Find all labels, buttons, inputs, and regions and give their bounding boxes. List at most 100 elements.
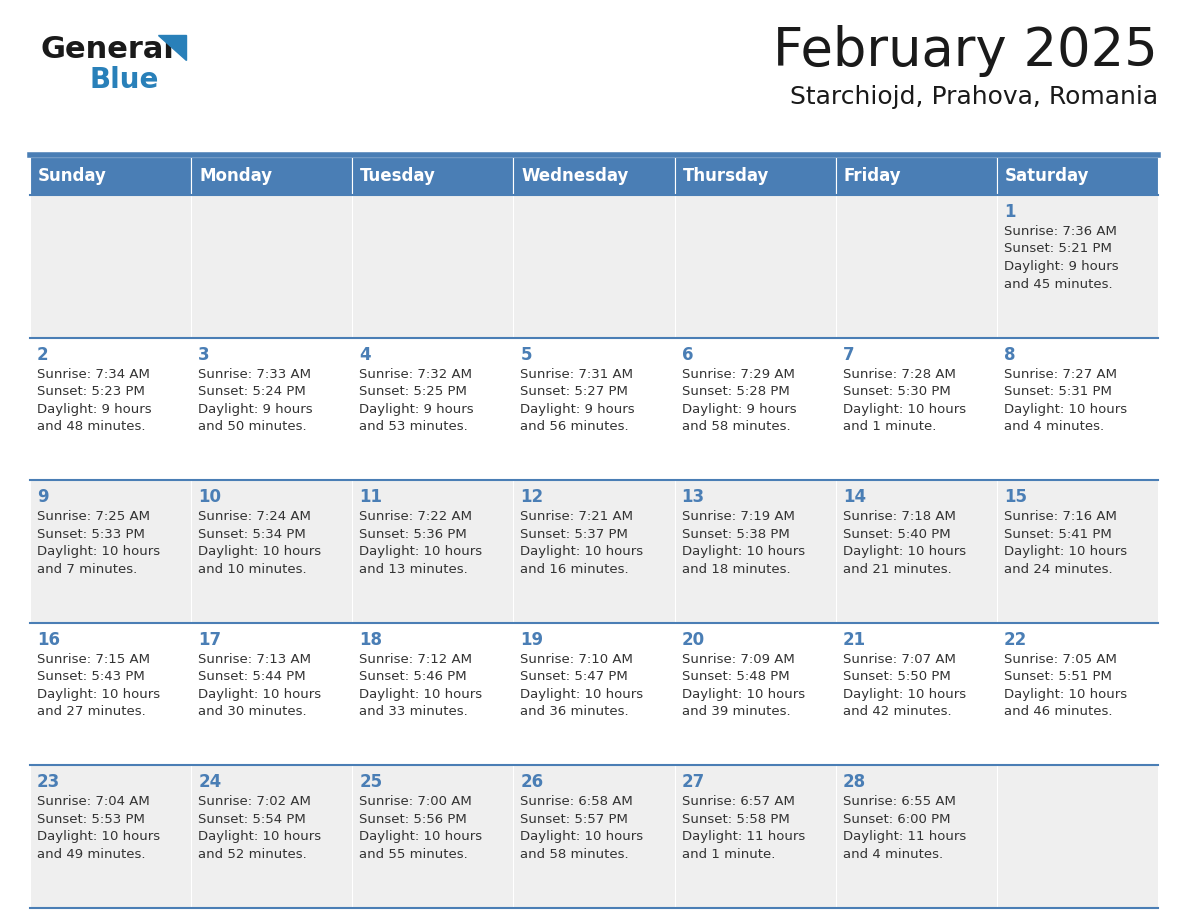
Text: Sunday: Sunday: [38, 167, 107, 185]
Text: and 10 minutes.: and 10 minutes.: [198, 563, 307, 576]
Text: 17: 17: [198, 631, 221, 649]
Text: 19: 19: [520, 631, 544, 649]
Text: Sunrise: 7:27 AM: Sunrise: 7:27 AM: [1004, 367, 1117, 381]
Text: Sunrise: 7:25 AM: Sunrise: 7:25 AM: [37, 510, 150, 523]
Text: 3: 3: [198, 345, 210, 364]
Text: and 46 minutes.: and 46 minutes.: [1004, 705, 1112, 718]
Text: 20: 20: [682, 631, 704, 649]
Text: 26: 26: [520, 773, 544, 791]
Bar: [997, 338, 1158, 480]
Text: and 24 minutes.: and 24 minutes.: [1004, 563, 1112, 576]
Text: 18: 18: [359, 631, 383, 649]
Text: Sunset: 5:21 PM: Sunset: 5:21 PM: [1004, 242, 1112, 255]
Text: 23: 23: [37, 773, 61, 791]
Text: Daylight: 10 hours: Daylight: 10 hours: [198, 688, 321, 700]
Text: 2: 2: [37, 345, 49, 364]
Text: Sunset: 5:53 PM: Sunset: 5:53 PM: [37, 813, 145, 826]
Text: 12: 12: [520, 488, 544, 506]
Text: Sunrise: 7:29 AM: Sunrise: 7:29 AM: [682, 367, 795, 381]
Text: Sunset: 5:27 PM: Sunset: 5:27 PM: [520, 385, 628, 398]
Bar: [675, 195, 835, 338]
Text: 10: 10: [198, 488, 221, 506]
Text: Sunset: 5:54 PM: Sunset: 5:54 PM: [198, 813, 305, 826]
Text: Sunset: 5:25 PM: Sunset: 5:25 PM: [359, 385, 467, 398]
Text: Monday: Monday: [200, 167, 272, 185]
Text: 13: 13: [682, 488, 704, 506]
Text: 24: 24: [198, 773, 221, 791]
Bar: [30, 622, 191, 766]
Text: Daylight: 10 hours: Daylight: 10 hours: [37, 688, 160, 700]
Text: 28: 28: [842, 773, 866, 791]
Bar: [513, 622, 675, 766]
Bar: [191, 622, 353, 766]
Text: 25: 25: [359, 773, 383, 791]
Bar: [353, 766, 513, 908]
Text: Sunset: 5:36 PM: Sunset: 5:36 PM: [359, 528, 467, 541]
Text: 4: 4: [359, 345, 371, 364]
Bar: [513, 766, 675, 908]
Text: and 56 minutes.: and 56 minutes.: [520, 420, 630, 433]
Text: Daylight: 10 hours: Daylight: 10 hours: [682, 688, 804, 700]
Text: Daylight: 10 hours: Daylight: 10 hours: [1004, 688, 1127, 700]
Bar: [30, 195, 191, 338]
Text: Sunset: 5:44 PM: Sunset: 5:44 PM: [198, 670, 305, 683]
Bar: [191, 766, 353, 908]
Bar: [675, 157, 835, 195]
Text: and 27 minutes.: and 27 minutes.: [37, 705, 146, 718]
Text: Daylight: 10 hours: Daylight: 10 hours: [842, 403, 966, 416]
Text: Sunrise: 7:33 AM: Sunrise: 7:33 AM: [198, 367, 311, 381]
Text: Daylight: 10 hours: Daylight: 10 hours: [1004, 545, 1127, 558]
Text: Daylight: 10 hours: Daylight: 10 hours: [359, 688, 482, 700]
Text: Sunrise: 7:00 AM: Sunrise: 7:00 AM: [359, 795, 472, 809]
Bar: [513, 195, 675, 338]
Text: Sunrise: 6:57 AM: Sunrise: 6:57 AM: [682, 795, 795, 809]
Text: 22: 22: [1004, 631, 1028, 649]
Text: Sunset: 5:50 PM: Sunset: 5:50 PM: [842, 670, 950, 683]
Text: Daylight: 10 hours: Daylight: 10 hours: [842, 688, 966, 700]
Text: Sunrise: 7:04 AM: Sunrise: 7:04 AM: [37, 795, 150, 809]
Text: Sunset: 5:40 PM: Sunset: 5:40 PM: [842, 528, 950, 541]
Text: Friday: Friday: [843, 167, 902, 185]
Text: Sunrise: 7:10 AM: Sunrise: 7:10 AM: [520, 653, 633, 666]
Text: and 4 minutes.: and 4 minutes.: [842, 848, 943, 861]
Text: Daylight: 10 hours: Daylight: 10 hours: [198, 545, 321, 558]
Text: Sunrise: 7:34 AM: Sunrise: 7:34 AM: [37, 367, 150, 381]
Bar: [835, 195, 997, 338]
Text: Sunset: 5:33 PM: Sunset: 5:33 PM: [37, 528, 145, 541]
Text: and 13 minutes.: and 13 minutes.: [359, 563, 468, 576]
Text: 27: 27: [682, 773, 704, 791]
Text: and 48 minutes.: and 48 minutes.: [37, 420, 145, 433]
Text: Daylight: 9 hours: Daylight: 9 hours: [37, 403, 152, 416]
Bar: [675, 622, 835, 766]
Text: Daylight: 11 hours: Daylight: 11 hours: [842, 831, 966, 844]
Bar: [997, 622, 1158, 766]
Text: Daylight: 10 hours: Daylight: 10 hours: [359, 831, 482, 844]
Text: Daylight: 10 hours: Daylight: 10 hours: [37, 545, 160, 558]
Text: Sunset: 5:58 PM: Sunset: 5:58 PM: [682, 813, 789, 826]
Text: and 36 minutes.: and 36 minutes.: [520, 705, 630, 718]
Text: and 55 minutes.: and 55 minutes.: [359, 848, 468, 861]
Bar: [513, 338, 675, 480]
Text: Sunset: 5:46 PM: Sunset: 5:46 PM: [359, 670, 467, 683]
Text: 14: 14: [842, 488, 866, 506]
Text: and 4 minutes.: and 4 minutes.: [1004, 420, 1104, 433]
Text: and 21 minutes.: and 21 minutes.: [842, 563, 952, 576]
Bar: [353, 622, 513, 766]
Bar: [191, 195, 353, 338]
Text: and 1 minute.: and 1 minute.: [842, 420, 936, 433]
Text: and 42 minutes.: and 42 minutes.: [842, 705, 952, 718]
Text: Sunrise: 7:36 AM: Sunrise: 7:36 AM: [1004, 225, 1117, 238]
Bar: [191, 480, 353, 622]
Text: and 58 minutes.: and 58 minutes.: [682, 420, 790, 433]
Text: Sunset: 5:51 PM: Sunset: 5:51 PM: [1004, 670, 1112, 683]
Text: and 1 minute.: and 1 minute.: [682, 848, 775, 861]
Text: Daylight: 11 hours: Daylight: 11 hours: [682, 831, 804, 844]
Text: and 33 minutes.: and 33 minutes.: [359, 705, 468, 718]
Text: Sunrise: 7:12 AM: Sunrise: 7:12 AM: [359, 653, 473, 666]
Text: and 18 minutes.: and 18 minutes.: [682, 563, 790, 576]
Text: and 16 minutes.: and 16 minutes.: [520, 563, 630, 576]
Text: Daylight: 10 hours: Daylight: 10 hours: [842, 545, 966, 558]
Text: 11: 11: [359, 488, 383, 506]
Text: Daylight: 10 hours: Daylight: 10 hours: [198, 831, 321, 844]
Text: and 30 minutes.: and 30 minutes.: [198, 705, 307, 718]
